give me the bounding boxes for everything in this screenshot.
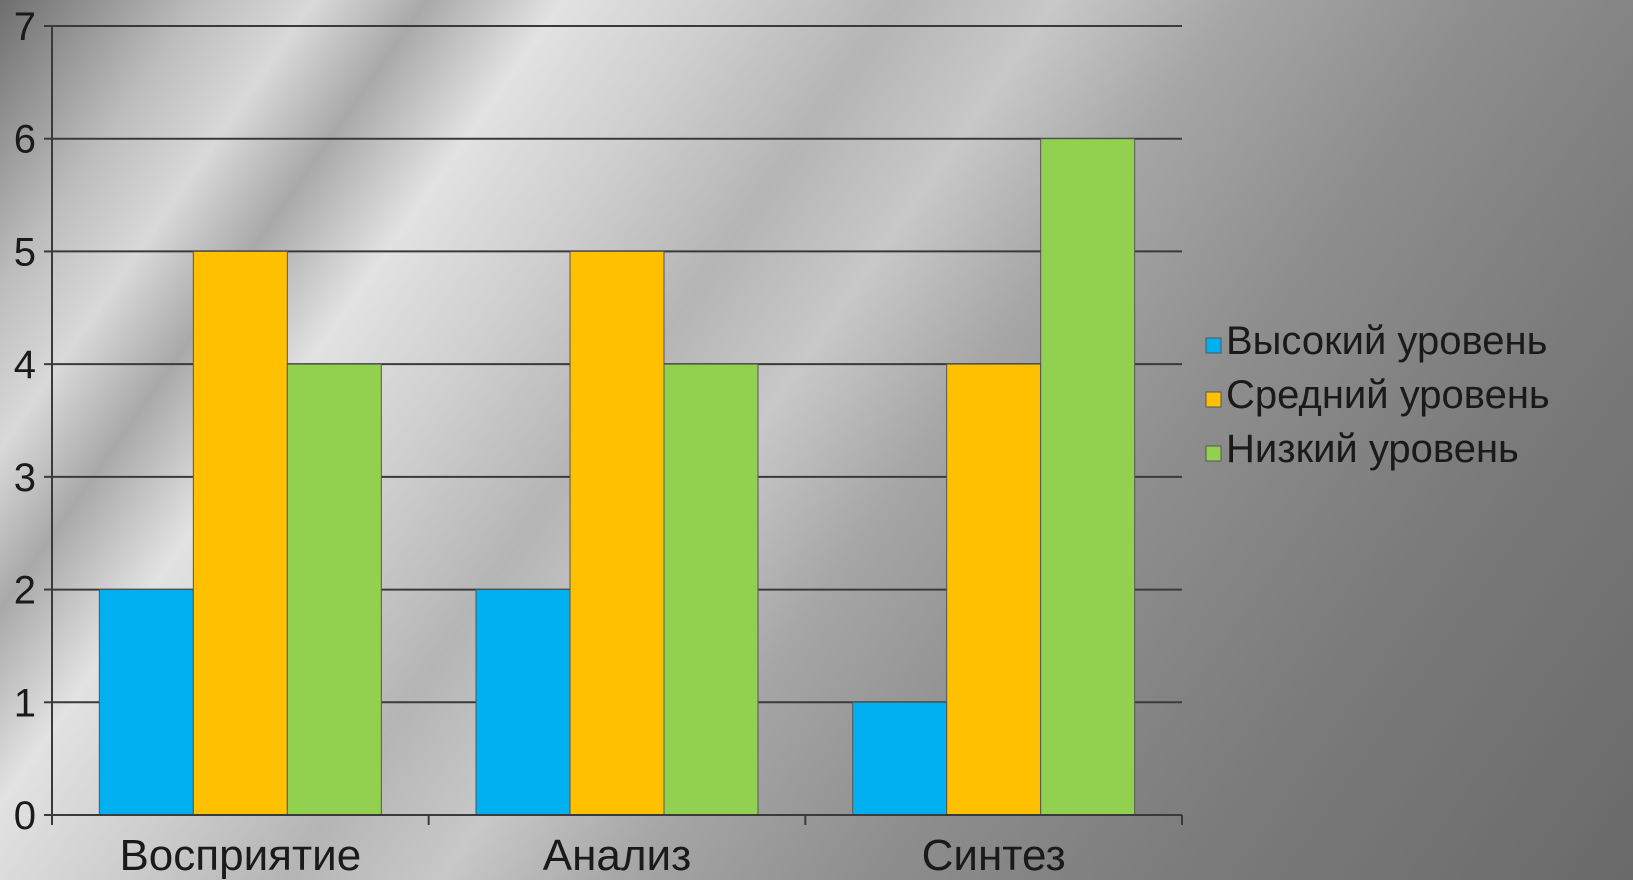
bar-3-2 [946,363,1042,816]
y-tick-label: 7 [14,5,36,49]
legend-label: Низкий уровень [1226,427,1519,471]
axes [44,25,1183,825]
y-tick-label: 4 [14,343,36,387]
y-tick-label: 0 [14,794,36,838]
bar-2-3 [663,363,759,816]
bar-1-3 [286,363,382,816]
bars [98,138,1136,816]
bar-1-2 [192,250,288,816]
bar-2-1 [475,589,571,816]
legend-swatch-3 [1205,445,1222,462]
legend-label: Средний уровень [1226,373,1550,417]
bar-3-3 [1040,138,1136,816]
y-tick-label: 2 [14,569,36,613]
category-label: Анализ [543,831,692,880]
legend-label: Высокий уровень [1226,319,1547,363]
legend-swatch-1 [1205,337,1222,354]
legend: Высокий уровень Средний уровень Низкий уро… [1205,319,1550,471]
y-tick-label: 3 [14,456,36,500]
bar-1-1 [98,589,194,816]
bar-2-2 [569,250,665,816]
y-tick-label: 1 [14,681,36,725]
category-label: Восприятие [119,831,361,880]
y-tick-label: 6 [14,118,36,162]
bar-3-1 [852,701,948,816]
category-label: Синтез [922,831,1066,880]
axis-labels: 0 1 2 3 4 5 6 7 Восприятие Анализ Синтез [14,5,1066,880]
y-tick-label: 5 [14,230,36,274]
legend-swatch-2 [1205,391,1222,408]
